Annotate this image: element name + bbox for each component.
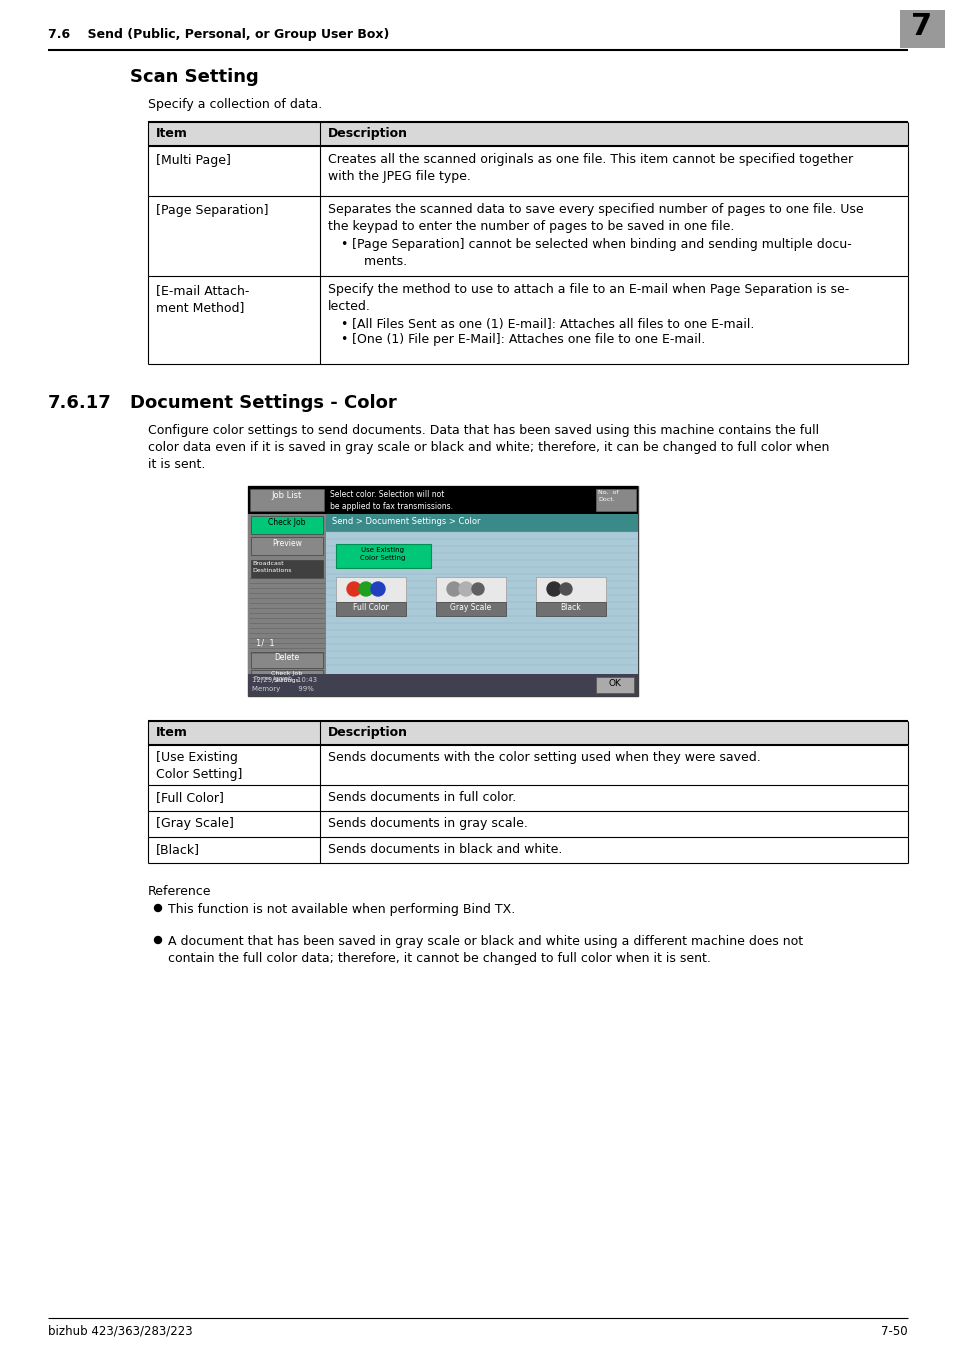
Text: [Use Existing
Color Setting]: [Use Existing Color Setting]	[156, 751, 242, 782]
Bar	[335, 602, 406, 616]
Text: Gray Scale: Gray Scale	[450, 603, 491, 612]
Text: OK: OK	[608, 679, 620, 688]
Bar	[536, 576, 605, 602]
Text: bizhub 423/363/283/223: bizhub 423/363/283/223	[48, 1324, 193, 1338]
Bar	[148, 721, 907, 745]
Bar	[536, 602, 605, 616]
Text: Check Job
Settings: Check Job Settings	[271, 671, 302, 683]
Text: This function is not available when performing Bind TX.: This function is not available when perf…	[168, 903, 515, 917]
Bar	[248, 514, 326, 697]
Text: Broadcast
Destinations: Broadcast Destinations	[252, 562, 292, 572]
Text: Separates the scanned data to save every specified number of pages to one file. : Separates the scanned data to save every…	[328, 202, 862, 234]
Text: Check Job: Check Job	[268, 518, 305, 526]
Bar	[251, 516, 323, 535]
Text: Preview: Preview	[272, 539, 301, 548]
Circle shape	[447, 582, 460, 595]
Bar	[899, 9, 944, 49]
Bar	[436, 602, 505, 616]
Text: Item: Item	[156, 726, 188, 738]
Text: Send > Document Settings > Color: Send > Document Settings > Color	[332, 517, 480, 526]
Text: •: •	[339, 319, 347, 331]
Bar	[436, 576, 505, 602]
Text: [Page Separation] cannot be selected when binding and sending multiple docu-
   : [Page Separation] cannot be selected whe…	[352, 238, 851, 269]
Text: Job List: Job List	[272, 491, 302, 500]
Text: [All Files Sent as one (1) E-mail]: Attaches all files to one E-mail.: [All Files Sent as one (1) E-mail]: Atta…	[352, 319, 754, 331]
Bar	[326, 532, 638, 674]
Text: Specify the method to use to attach a file to an E-mail when Page Separation is : Specify the method to use to attach a fi…	[328, 284, 848, 313]
Text: •: •	[339, 238, 347, 251]
Text: 12/29/2009  10:43: 12/29/2009 10:43	[252, 676, 316, 683]
Bar	[596, 489, 636, 512]
Text: Creates all the scanned originals as one file. This item cannot be specified tog: Creates all the scanned originals as one…	[328, 153, 852, 184]
Text: Scan Setting: Scan Setting	[130, 68, 258, 86]
Circle shape	[347, 582, 360, 595]
Circle shape	[458, 582, 473, 595]
Text: Configure color settings to send documents. Data that has been saved using this : Configure color settings to send documen…	[148, 424, 828, 471]
Text: [E-mail Attach-
ment Method]: [E-mail Attach- ment Method]	[156, 284, 249, 315]
Text: Select color. Selection will not
be applied to fax transmissions.: Select color. Selection will not be appl…	[330, 490, 453, 510]
Bar	[335, 576, 406, 602]
Text: [One (1) File per E-Mail]: Attaches one file to one E-mail.: [One (1) File per E-Mail]: Attaches one …	[352, 333, 704, 346]
Text: Memory        99%: Memory 99%	[252, 686, 314, 693]
Text: 7.6.17: 7.6.17	[48, 394, 112, 412]
Text: Description: Description	[328, 726, 408, 738]
Circle shape	[358, 582, 373, 595]
Text: [Gray Scale]: [Gray Scale]	[156, 817, 233, 830]
Bar	[248, 486, 638, 514]
Text: A document that has been saved in gray scale or black and white using a differen: A document that has been saved in gray s…	[168, 936, 802, 965]
Text: Reference: Reference	[148, 886, 212, 898]
Bar	[251, 670, 323, 686]
Text: Delete: Delete	[274, 653, 299, 662]
Bar	[251, 560, 323, 578]
Bar	[596, 676, 634, 693]
Circle shape	[472, 583, 483, 595]
Text: Full Color: Full Color	[353, 603, 389, 612]
Text: Use Existing
Color Setting: Use Existing Color Setting	[360, 547, 405, 562]
Text: [Black]: [Black]	[156, 842, 200, 856]
Text: Specify a collection of data.: Specify a collection of data.	[148, 99, 322, 111]
Text: 7: 7	[910, 12, 932, 40]
Text: Sends documents with the color setting used when they were saved.: Sends documents with the color setting u…	[328, 751, 760, 764]
Bar	[251, 652, 323, 668]
Text: [Full Color]: [Full Color]	[156, 791, 224, 805]
Bar	[326, 514, 638, 532]
Bar	[248, 674, 638, 697]
Text: Sends documents in black and white.: Sends documents in black and white.	[328, 842, 561, 856]
Circle shape	[546, 582, 560, 595]
Circle shape	[559, 583, 572, 595]
Bar	[335, 544, 431, 568]
Text: Item: Item	[156, 127, 188, 140]
Text: Black: Black	[560, 603, 580, 612]
Bar	[148, 122, 907, 146]
Text: •: •	[339, 333, 347, 346]
Text: Description: Description	[328, 127, 408, 140]
Bar	[250, 489, 324, 512]
Text: 7-50: 7-50	[881, 1324, 907, 1338]
Bar	[251, 537, 323, 555]
Text: Document Settings - Color: Document Settings - Color	[130, 394, 396, 412]
Bar	[248, 486, 638, 697]
Circle shape	[154, 904, 161, 911]
Circle shape	[154, 937, 161, 944]
Circle shape	[371, 582, 385, 595]
Text: Toner Level: Toner Level	[253, 676, 290, 680]
Text: No.  of
Doct.: No. of Doct.	[598, 490, 618, 502]
Text: [Page Separation]: [Page Separation]	[156, 204, 268, 217]
Text: 7.6    Send (Public, Personal, or Group User Box): 7.6 Send (Public, Personal, or Group Use…	[48, 28, 389, 40]
Text: Sends documents in full color.: Sends documents in full color.	[328, 791, 516, 805]
Text: 1/  1: 1/ 1	[255, 639, 274, 647]
Text: Sends documents in gray scale.: Sends documents in gray scale.	[328, 817, 527, 830]
Text: [Multi Page]: [Multi Page]	[156, 154, 231, 167]
